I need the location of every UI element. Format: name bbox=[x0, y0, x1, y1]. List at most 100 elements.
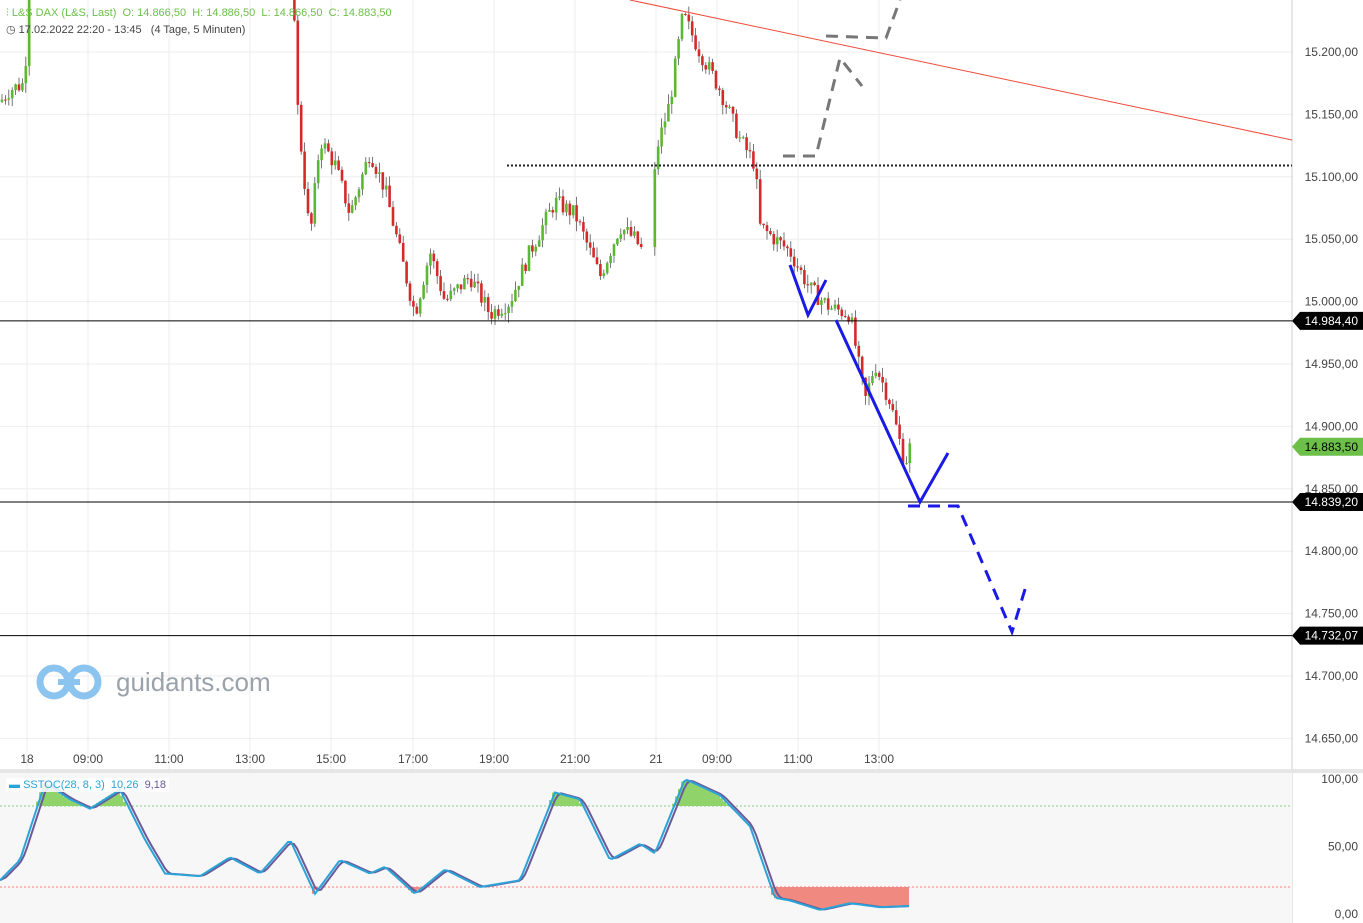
projection-line bbox=[908, 504, 1028, 637]
overbought-fill bbox=[105, 797, 108, 806]
x-tick-label: 18 bbox=[20, 752, 34, 766]
candle bbox=[582, 222, 585, 232]
oversold-fill bbox=[846, 887, 849, 904]
candle bbox=[449, 290, 453, 300]
candle bbox=[792, 256, 796, 267]
oversold-fill bbox=[810, 887, 813, 908]
overbought-fill bbox=[708, 791, 711, 806]
y-tick-label: 14.800,00 bbox=[1305, 544, 1359, 558]
y-tick-label: 14.750,00 bbox=[1305, 607, 1359, 621]
candle bbox=[663, 121, 667, 128]
candle bbox=[466, 278, 470, 280]
candle bbox=[779, 237, 782, 241]
overbought-fill bbox=[555, 793, 558, 806]
instrument-header: ⫶ L&S DAX (L&S, Last) O: 14.866,50 H: 14… bbox=[6, 7, 392, 20]
candle bbox=[701, 56, 704, 66]
candle bbox=[595, 257, 599, 265]
candle bbox=[384, 185, 388, 190]
oversold-fill bbox=[873, 887, 876, 907]
overbought-fill bbox=[120, 795, 123, 806]
oversold-fill bbox=[807, 887, 810, 907]
overbought-fill bbox=[564, 795, 567, 806]
candle bbox=[323, 143, 327, 149]
overbought-fill bbox=[69, 800, 72, 806]
candle bbox=[813, 282, 816, 286]
overbought-fill bbox=[579, 803, 582, 806]
candle bbox=[456, 284, 459, 289]
oversold-fill bbox=[894, 887, 897, 907]
oversold-fill bbox=[795, 887, 798, 904]
overbought-fill bbox=[726, 804, 729, 806]
candle bbox=[718, 88, 721, 91]
candle bbox=[626, 226, 629, 230]
candle bbox=[497, 309, 500, 316]
candle bbox=[398, 234, 402, 243]
oversold-fill bbox=[900, 887, 903, 907]
candle bbox=[636, 231, 640, 245]
overbought-fill bbox=[117, 789, 120, 806]
overbought-fill bbox=[690, 782, 693, 806]
period-text: (4 Tage, 5 Minuten) bbox=[150, 24, 246, 36]
overbought-fill bbox=[114, 791, 117, 806]
oversold-fill bbox=[789, 887, 792, 902]
candle bbox=[354, 197, 357, 206]
candle bbox=[422, 284, 425, 299]
candle bbox=[371, 163, 374, 167]
candle bbox=[847, 316, 850, 322]
level-price-tag bbox=[1292, 493, 1363, 512]
candle bbox=[442, 291, 446, 299]
level-price-label: 14.984,40 bbox=[1305, 314, 1359, 328]
candle bbox=[486, 297, 490, 313]
overbought-fill bbox=[687, 781, 690, 806]
overbought-fill bbox=[570, 797, 573, 806]
candle bbox=[490, 312, 493, 319]
candle bbox=[707, 62, 711, 70]
candle bbox=[551, 209, 555, 213]
oversold-fill bbox=[834, 887, 837, 907]
pane-divider bbox=[0, 769, 1363, 773]
candle bbox=[762, 223, 765, 226]
overbought-fill bbox=[54, 790, 57, 806]
candle bbox=[340, 169, 344, 181]
candle bbox=[381, 172, 385, 190]
pattern-line bbox=[788, 264, 828, 319]
candle bbox=[854, 317, 857, 346]
candle bbox=[588, 242, 592, 248]
candle bbox=[738, 137, 742, 139]
candle bbox=[293, 0, 296, 21]
candle bbox=[752, 151, 755, 169]
candle bbox=[735, 113, 738, 138]
candle bbox=[469, 278, 473, 288]
x-tick-label: 21:00 bbox=[560, 752, 590, 766]
y-tick-label: 15.150,00 bbox=[1305, 107, 1359, 121]
x-tick-label: 21 bbox=[649, 752, 663, 766]
overbought-fill bbox=[561, 794, 564, 806]
overbought-fill bbox=[45, 784, 48, 806]
x-tick-label: 17:00 bbox=[398, 752, 428, 766]
y-tick-label: 15.100,00 bbox=[1305, 170, 1359, 184]
candle bbox=[527, 245, 531, 271]
oversold-fill bbox=[885, 887, 888, 907]
candle bbox=[347, 203, 351, 213]
candle bbox=[299, 104, 303, 152]
overbought-fill bbox=[717, 795, 720, 806]
candle bbox=[0, 99, 4, 102]
time-range: ◷ 17.02.2022 22:20 - 13:45 (4 Tage, 5 Mi… bbox=[6, 23, 245, 36]
candle bbox=[731, 106, 735, 114]
x-tick-label: 11:00 bbox=[154, 752, 183, 766]
candle bbox=[860, 356, 864, 378]
overbought-fill bbox=[78, 804, 81, 806]
candle bbox=[809, 282, 813, 286]
low-value: L: 14.866,50 bbox=[261, 7, 323, 19]
oversold-fill bbox=[792, 887, 795, 903]
candle bbox=[789, 248, 793, 257]
oversold-fill bbox=[417, 887, 420, 890]
y-tick-label: 15.000,00 bbox=[1305, 295, 1359, 309]
candle bbox=[616, 238, 619, 245]
candle bbox=[697, 49, 701, 57]
overbought-fill bbox=[711, 792, 714, 806]
candle bbox=[374, 166, 378, 174]
candle bbox=[388, 185, 391, 208]
y-tick-label: 14.850,00 bbox=[1305, 482, 1359, 496]
